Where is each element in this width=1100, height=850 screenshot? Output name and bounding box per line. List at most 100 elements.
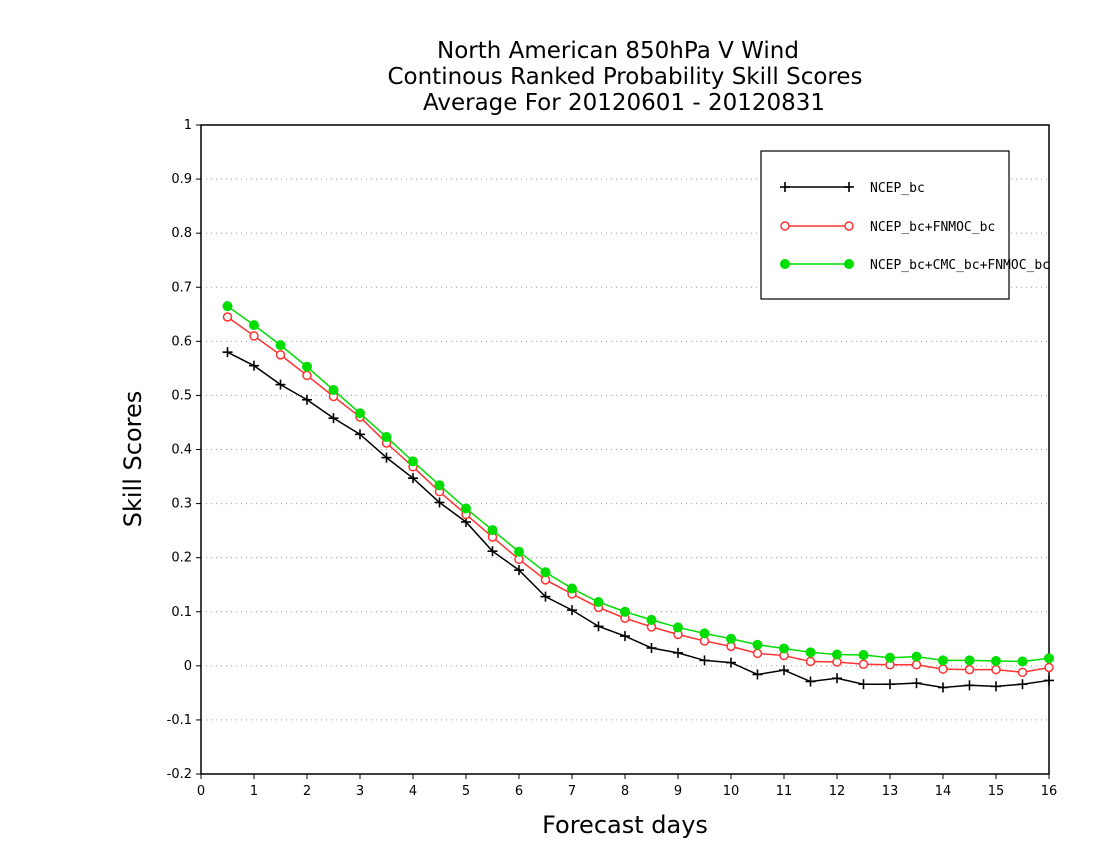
x-tick-label: 1 xyxy=(250,784,258,799)
x-tick-label: 11 xyxy=(776,784,793,799)
data-point xyxy=(938,664,948,674)
data-point xyxy=(408,473,418,484)
y-axis: -0.2 -0.1 0 0.1 0.2 0.3 0.4 0.5 0.6 0.7 0.8 0.9 1 xyxy=(167,118,201,782)
y-tick-label: 0.1 xyxy=(171,605,192,620)
data-point xyxy=(461,503,471,514)
data-point xyxy=(726,657,736,668)
x-tick-label: 3 xyxy=(356,784,364,799)
title-line-3: Average For 20120601 - 20120831 xyxy=(423,90,825,116)
x-tick-label: 16 xyxy=(1041,784,1058,799)
y-axis-title: Skill Scores xyxy=(119,391,147,528)
data-point xyxy=(780,182,790,192)
data-point xyxy=(964,664,975,675)
series-1 xyxy=(222,347,1054,693)
data-point xyxy=(938,655,948,666)
data-point xyxy=(779,643,789,654)
data-point xyxy=(752,669,763,680)
legend-label: NCEP_bc xyxy=(870,181,925,196)
data-point xyxy=(328,385,339,396)
data-point xyxy=(779,665,789,676)
data-point xyxy=(991,655,1001,666)
x-tick-label: 5 xyxy=(462,784,470,799)
data-point xyxy=(1017,667,1028,678)
data-point xyxy=(858,650,869,661)
data-point xyxy=(699,655,710,666)
data-point xyxy=(514,546,524,557)
data-point xyxy=(1017,656,1028,667)
data-point xyxy=(991,664,1001,675)
legend-entry-3: NCEP_bc+CMC_bc+FNMOC_bc xyxy=(780,258,1050,273)
data-point xyxy=(832,649,842,660)
data-point xyxy=(858,659,869,669)
series-2 xyxy=(222,312,1054,678)
x-tick-label: 10 xyxy=(723,784,740,799)
data-point xyxy=(593,597,604,608)
data-point xyxy=(381,452,392,463)
series-line xyxy=(227,305,1050,663)
legend-entry-2: NCEP_bc+FNMOC_bc xyxy=(780,220,995,235)
x-tick-label: 13 xyxy=(882,784,899,799)
legend-label: NCEP_bc+CMC_bc+FNMOC_bc xyxy=(870,258,1050,273)
data-point xyxy=(1044,675,1054,686)
data-point xyxy=(911,678,922,689)
data-point xyxy=(620,631,630,642)
data-point xyxy=(780,221,790,231)
data-point xyxy=(381,432,392,443)
data-point xyxy=(328,413,339,424)
data-point xyxy=(673,647,683,658)
data-point xyxy=(302,394,312,405)
data-point xyxy=(249,331,259,341)
data-point xyxy=(991,681,1001,692)
data-point xyxy=(673,622,683,633)
data-point xyxy=(1044,662,1054,673)
data-point xyxy=(858,679,869,690)
x-tick-label: 0 xyxy=(197,784,205,799)
data-point xyxy=(408,456,418,467)
data-point xyxy=(222,301,233,312)
data-point xyxy=(646,614,657,625)
y-tick-label: 1 xyxy=(184,118,192,133)
data-point xyxy=(885,652,895,663)
data-point xyxy=(911,660,922,670)
y-tick-label: 0 xyxy=(184,659,192,674)
data-point xyxy=(302,361,312,372)
data-point xyxy=(805,676,816,687)
data-point xyxy=(540,567,551,578)
x-tick-label: 6 xyxy=(515,784,523,799)
data-point xyxy=(593,621,604,632)
y-tick-label: 0.2 xyxy=(171,551,192,566)
data-point xyxy=(844,182,854,192)
data-point xyxy=(752,639,763,650)
y-tick-label: 0.9 xyxy=(171,172,192,187)
x-axis-title: Forecast days xyxy=(542,811,708,839)
series-layer xyxy=(222,301,1054,693)
x-axis: 0 1 2 3 4 5 6 7 8 9 10 11 12 13 14 15 16 xyxy=(197,774,1057,799)
data-point xyxy=(805,647,816,658)
data-point xyxy=(249,320,259,331)
data-point xyxy=(487,525,498,536)
data-point xyxy=(1017,679,1028,690)
data-point xyxy=(249,360,259,371)
x-tick-label: 8 xyxy=(621,784,629,799)
legend-box xyxy=(760,150,1010,300)
data-point xyxy=(832,673,842,684)
y-tick-label: 0.7 xyxy=(171,280,192,295)
title-line-2: Continous Ranked Probability Skill Score… xyxy=(387,64,862,90)
x-tick-label: 12 xyxy=(829,784,846,799)
data-point xyxy=(805,656,816,667)
data-point xyxy=(726,633,736,644)
x-tick-label: 15 xyxy=(988,784,1005,799)
x-tick-label: 7 xyxy=(568,784,576,799)
data-point xyxy=(514,565,524,576)
legend: NCEP_bc NCEP_bc+FNMOC_bc NCEP_bc+CMC_bc+FN… xyxy=(760,150,1050,300)
data-point xyxy=(885,679,895,690)
data-point xyxy=(752,648,763,659)
data-point xyxy=(964,680,975,691)
title-line-1: North American 850hPa V Wind xyxy=(437,38,799,64)
x-tick-label: 2 xyxy=(303,784,311,799)
legend-label: NCEP_bc+FNMOC_bc xyxy=(870,220,995,235)
data-point xyxy=(275,340,286,351)
data-point xyxy=(938,682,948,693)
